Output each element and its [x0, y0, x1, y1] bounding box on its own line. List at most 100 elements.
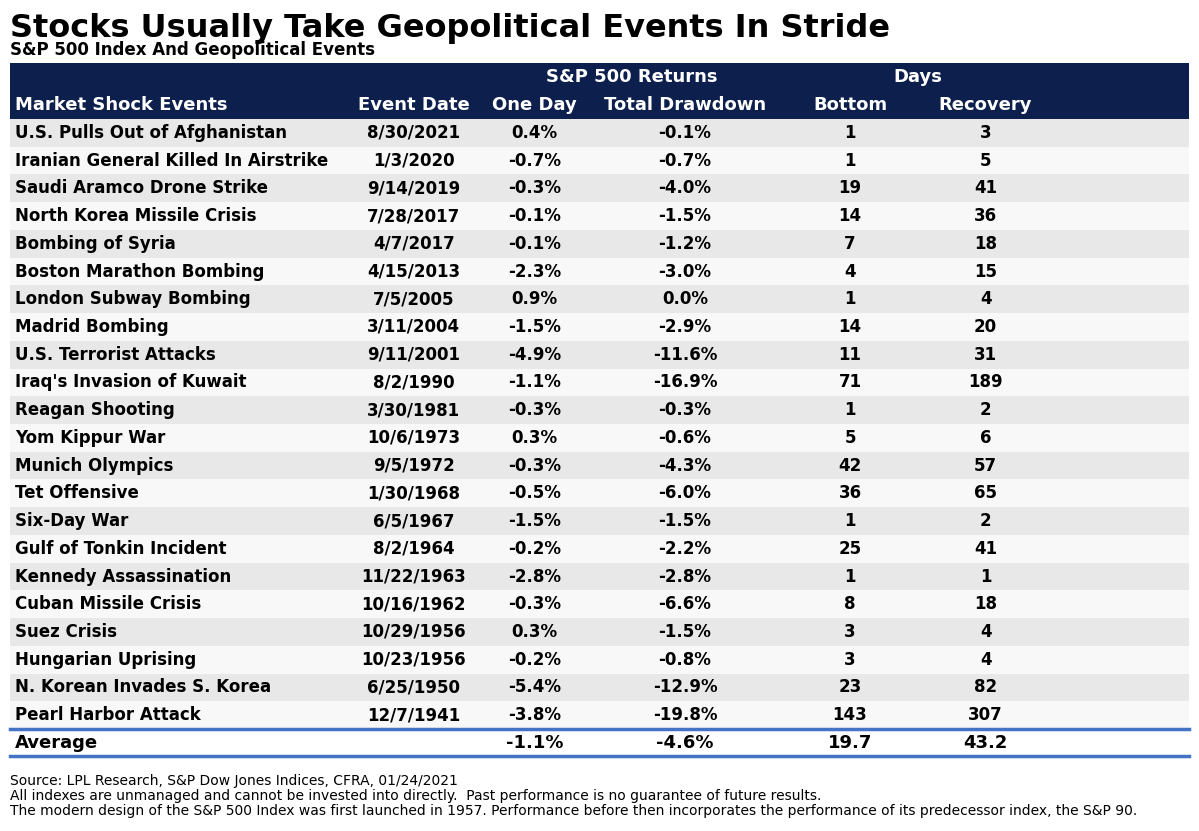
Text: -4.0%: -4.0%: [658, 179, 711, 197]
Text: 1: 1: [844, 568, 856, 586]
Text: 8: 8: [844, 595, 856, 613]
Text: 4: 4: [980, 623, 992, 641]
Text: -4.9%: -4.9%: [508, 346, 561, 364]
Text: 0.3%: 0.3%: [512, 623, 558, 641]
Text: 31: 31: [974, 346, 998, 364]
Text: Reagan Shooting: Reagan Shooting: [16, 401, 175, 419]
Bar: [10, 479, 1189, 507]
Text: 3/11/2004: 3/11/2004: [367, 318, 460, 336]
Text: -4.3%: -4.3%: [658, 456, 711, 475]
Text: -1.2%: -1.2%: [658, 235, 711, 253]
Text: -16.9%: -16.9%: [652, 373, 717, 391]
Text: One Day: One Day: [493, 96, 577, 114]
Text: 4: 4: [980, 290, 992, 308]
Text: 8/2/1990: 8/2/1990: [373, 373, 454, 391]
Text: 36: 36: [974, 207, 998, 225]
Text: 57: 57: [974, 456, 998, 475]
Text: Days: Days: [893, 67, 942, 86]
Text: 4/7/2017: 4/7/2017: [373, 235, 454, 253]
Text: 19: 19: [838, 179, 862, 197]
Text: 1/30/1968: 1/30/1968: [367, 484, 460, 502]
Text: -0.3%: -0.3%: [508, 456, 561, 475]
Text: 9/5/1972: 9/5/1972: [373, 456, 454, 475]
Text: -1.5%: -1.5%: [508, 318, 561, 336]
Bar: [10, 452, 1189, 479]
Text: Suez Crisis: Suez Crisis: [16, 623, 118, 641]
Text: 307: 307: [969, 706, 1004, 724]
Text: 12/7/1941: 12/7/1941: [367, 706, 460, 724]
Text: -11.6%: -11.6%: [652, 346, 717, 364]
Text: -1.1%: -1.1%: [508, 373, 561, 391]
Text: Bombing of Syria: Bombing of Syria: [16, 235, 176, 253]
Text: -0.5%: -0.5%: [508, 484, 561, 502]
Text: Kennedy Assassination: Kennedy Assassination: [16, 568, 231, 586]
Text: -4.6%: -4.6%: [656, 734, 713, 751]
Text: Pearl Harbor Attack: Pearl Harbor Attack: [16, 706, 200, 724]
Text: 5: 5: [980, 151, 992, 170]
Text: 7/28/2017: 7/28/2017: [367, 207, 460, 225]
Text: -0.8%: -0.8%: [658, 651, 711, 669]
Text: S&P 500 Returns: S&P 500 Returns: [547, 67, 718, 86]
Bar: [10, 368, 1189, 396]
Text: 14: 14: [838, 318, 862, 336]
Text: -0.1%: -0.1%: [508, 207, 561, 225]
Text: 1: 1: [844, 512, 856, 530]
Text: -0.3%: -0.3%: [508, 179, 561, 197]
Bar: [10, 424, 1189, 452]
Bar: [10, 729, 1189, 756]
Text: Hungarian Uprising: Hungarian Uprising: [16, 651, 197, 669]
Text: Source: LPL Research, S&P Dow Jones Indices, CFRA, 01/24/2021: Source: LPL Research, S&P Dow Jones Indi…: [10, 774, 458, 788]
Text: 8/30/2021: 8/30/2021: [367, 124, 460, 142]
Text: 3: 3: [844, 651, 856, 669]
Text: 3/30/1981: 3/30/1981: [367, 401, 460, 419]
Text: 11/22/1963: 11/22/1963: [361, 568, 466, 586]
Bar: [10, 285, 1189, 313]
Bar: [10, 230, 1189, 258]
Text: 10/23/1956: 10/23/1956: [361, 651, 466, 669]
Text: Recovery: Recovery: [939, 96, 1032, 114]
Text: North Korea Missile Crisis: North Korea Missile Crisis: [16, 207, 257, 225]
Text: -2.8%: -2.8%: [508, 568, 561, 586]
Text: 0.4%: 0.4%: [512, 124, 558, 142]
Text: -0.3%: -0.3%: [508, 595, 561, 613]
Text: 10/6/1973: 10/6/1973: [367, 429, 460, 447]
Text: The modern design of the S&P 500 Index was first launched in 1957. Performance b: The modern design of the S&P 500 Index w…: [10, 804, 1137, 818]
Text: -1.5%: -1.5%: [508, 512, 561, 530]
Text: -1.5%: -1.5%: [658, 623, 711, 641]
Text: 14: 14: [838, 207, 862, 225]
Text: -0.7%: -0.7%: [508, 151, 561, 170]
Text: 25: 25: [838, 540, 862, 558]
Text: Munich Olympics: Munich Olympics: [16, 456, 174, 475]
Text: 1: 1: [844, 151, 856, 170]
Text: -0.7%: -0.7%: [658, 151, 711, 170]
Text: 18: 18: [974, 235, 998, 253]
Text: 1: 1: [844, 401, 856, 419]
Text: 3: 3: [844, 623, 856, 641]
Text: -1.5%: -1.5%: [658, 207, 711, 225]
Text: -0.6%: -0.6%: [658, 429, 711, 447]
Text: 3: 3: [980, 124, 992, 142]
Text: 4: 4: [844, 263, 856, 281]
Text: -6.0%: -6.0%: [658, 484, 711, 502]
Text: Gulf of Tonkin Incident: Gulf of Tonkin Incident: [16, 540, 227, 558]
Text: 1/3/2020: 1/3/2020: [373, 151, 454, 170]
Text: 2: 2: [980, 512, 992, 530]
Text: U.S. Terrorist Attacks: U.S. Terrorist Attacks: [16, 346, 216, 364]
Text: 6: 6: [980, 429, 992, 447]
Bar: [10, 396, 1189, 424]
Text: Market Shock Events: Market Shock Events: [16, 96, 228, 114]
Text: London Subway Bombing: London Subway Bombing: [16, 290, 251, 308]
Text: -19.8%: -19.8%: [652, 706, 717, 724]
Text: -0.3%: -0.3%: [658, 401, 711, 419]
Text: 1: 1: [980, 568, 992, 586]
Text: 6/25/1950: 6/25/1950: [367, 678, 460, 696]
Text: S&P 500 Index And Geopolitical Events: S&P 500 Index And Geopolitical Events: [10, 41, 375, 59]
Text: 41: 41: [974, 179, 998, 197]
Text: -0.2%: -0.2%: [508, 651, 561, 669]
Text: Bottom: Bottom: [813, 96, 887, 114]
Text: 43.2: 43.2: [964, 734, 1008, 751]
Text: 7/5/2005: 7/5/2005: [373, 290, 454, 308]
Text: 15: 15: [974, 263, 998, 281]
Bar: [10, 313, 1189, 341]
Text: Yom Kippur War: Yom Kippur War: [16, 429, 165, 447]
